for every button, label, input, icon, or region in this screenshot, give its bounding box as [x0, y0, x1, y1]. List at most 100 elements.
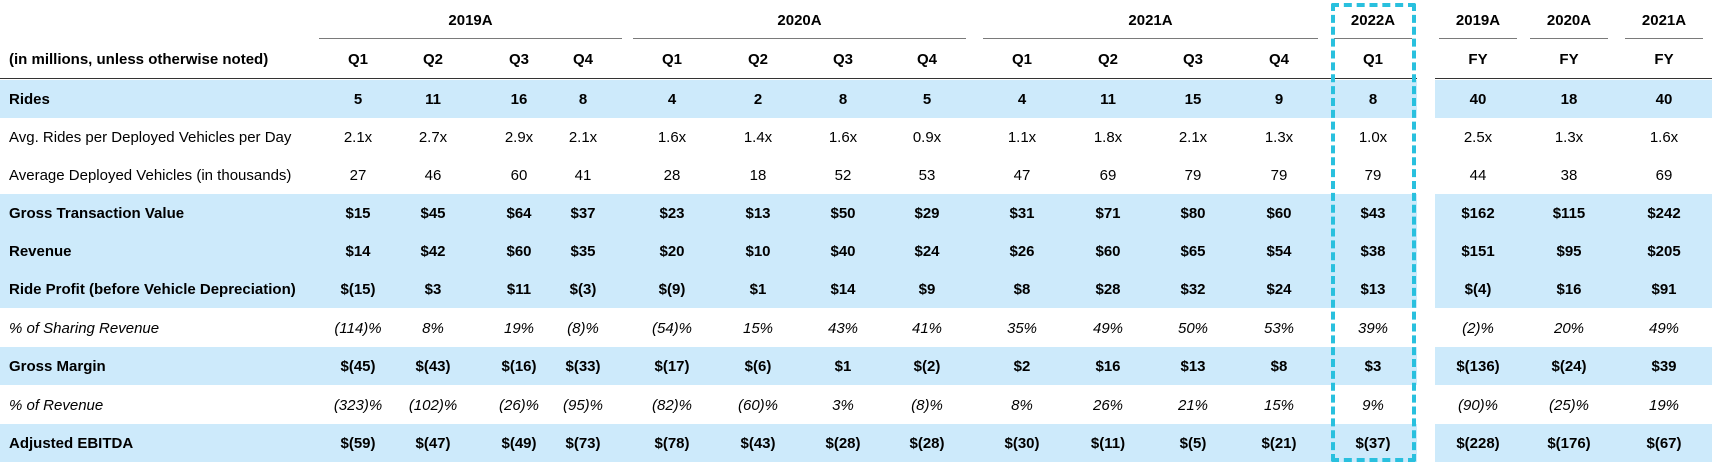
table-cell: $(4) [1464, 280, 1492, 298]
table-cell: 1.6x [657, 128, 687, 146]
row-label: % of Sharing Revenue [9, 319, 160, 337]
row-label: Average Deployed Vehicles (in thousands) [9, 166, 292, 184]
table-cell: 38 [1560, 166, 1578, 184]
table-cell: 79 [1270, 166, 1288, 184]
quarter-header: FY [1559, 50, 1579, 68]
row-band-left [0, 80, 1417, 118]
table-cell: $13 [1180, 357, 1206, 375]
table-cell: (60)% [737, 396, 778, 414]
table-cell: $64 [506, 204, 532, 222]
table-cell: $20 [659, 242, 685, 260]
table-cell: $(21) [1261, 434, 1297, 452]
table-cell: $13 [1360, 280, 1386, 298]
table-cell: $(37) [1355, 434, 1391, 452]
table-cell: 49% [1092, 319, 1124, 337]
highlight-2022a-q1-box [1331, 3, 1416, 462]
table-cell: $151 [1461, 242, 1495, 260]
table-cell: (2)% [1462, 319, 1494, 337]
table-cell: (8)% [567, 319, 599, 337]
table-cell: 1.0x [1358, 128, 1388, 146]
table-cell: 20% [1553, 319, 1585, 337]
table-cell: 41 [574, 166, 592, 184]
year-underline-2022a [1334, 38, 1412, 39]
table-cell: 8 [838, 90, 848, 108]
table-cell: $38 [1360, 242, 1386, 260]
table-cell: $(6) [744, 357, 772, 375]
row-label: Revenue [9, 242, 72, 260]
table-cell: $3 [1364, 357, 1382, 375]
table-cell: $2 [1013, 357, 1031, 375]
row-band-right [1435, 270, 1712, 308]
table-cell: $(73) [565, 434, 601, 452]
table-cell: 9 [1274, 90, 1284, 108]
table-cell: (8)% [911, 396, 943, 414]
table-cell: $60 [1095, 242, 1121, 260]
table-cell: 52 [834, 166, 852, 184]
table-cell: 5 [353, 90, 363, 108]
quarter-header: Q4 [916, 50, 937, 68]
table-cell: 35% [1006, 319, 1038, 337]
table-cell: 8% [422, 319, 444, 337]
table-cell: 2 [753, 90, 763, 108]
table-cell: 28 [663, 166, 681, 184]
table-cell: 49% [1648, 319, 1680, 337]
table-cell: $242 [1647, 204, 1681, 222]
table-cell: 0.9x [912, 128, 942, 146]
table-cell: $9 [918, 280, 936, 298]
table-cell: 8 [1368, 90, 1378, 108]
table-cell: 26% [1092, 396, 1124, 414]
year-underline-2020a [633, 38, 966, 39]
quarter-header: Q1 [661, 50, 682, 68]
table-cell: 60 [510, 166, 528, 184]
year-header-2019a-fy: 2019A [1455, 11, 1501, 29]
table-cell: $14 [345, 242, 371, 260]
table-cell: $71 [1095, 204, 1121, 222]
table-cell: 2.1x [568, 128, 598, 146]
row-label: Adjusted EBITDA [9, 434, 134, 452]
table-cell: $50 [830, 204, 856, 222]
table-cell: $(11) [1090, 434, 1126, 452]
table-cell: $8 [1270, 357, 1288, 375]
table-cell: 1.3x [1554, 128, 1584, 146]
table-cell: $31 [1009, 204, 1035, 222]
table-cell: 40 [1655, 90, 1673, 108]
quarter-header: Q2 [422, 50, 443, 68]
quarter-header: Q1 [1362, 50, 1383, 68]
table-cell: $23 [659, 204, 685, 222]
year-underline-2020a-fy [1530, 38, 1608, 39]
table-cell: 1.4x [743, 128, 773, 146]
table-cell: $24 [914, 242, 940, 260]
table-cell: $1 [749, 280, 767, 298]
year-header-2019a: 2019A [448, 11, 493, 29]
year-header-2021a-fy: 2021A [1641, 11, 1687, 29]
table-cell: $60 [1266, 204, 1292, 222]
year-header-2020a-fy: 2020A [1546, 11, 1592, 29]
table-cell: $(136) [1456, 357, 1500, 375]
year-header-2020a: 2020A [777, 11, 822, 29]
table-cell: $(43) [415, 357, 451, 375]
table-cell: 8 [578, 90, 588, 108]
year-underline-2019a [319, 38, 622, 39]
table-cell: $8 [1013, 280, 1031, 298]
table-cell: $16 [1095, 357, 1121, 375]
table-cell: 1.3x [1264, 128, 1294, 146]
table-cell: 53 [918, 166, 936, 184]
table-cell: 1.6x [828, 128, 858, 146]
table-cell: 4 [1017, 90, 1027, 108]
table-cell: 2.1x [1178, 128, 1208, 146]
table-cell: 46 [424, 166, 442, 184]
quarter-header: Q3 [508, 50, 529, 68]
table-cell: $(2) [913, 357, 941, 375]
row-band-right [1435, 347, 1712, 385]
table-cell: $39 [1651, 357, 1677, 375]
table-cell: 4 [667, 90, 677, 108]
table-cell: $(28) [909, 434, 945, 452]
table-cell: $95 [1556, 242, 1582, 260]
table-cell: 44 [1469, 166, 1487, 184]
table-cell: 18 [749, 166, 767, 184]
table-cell: $16 [1556, 280, 1582, 298]
table-cell: $(33) [565, 357, 601, 375]
table-cell: $(78) [654, 434, 690, 452]
table-cell: $(30) [1004, 434, 1040, 452]
table-cell: $(15) [340, 280, 376, 298]
